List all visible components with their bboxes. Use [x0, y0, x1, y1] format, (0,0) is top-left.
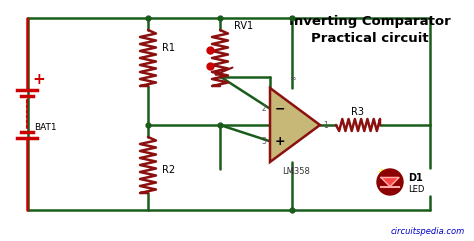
Text: 2: 2	[261, 104, 266, 113]
Text: RV1: RV1	[234, 21, 253, 31]
Polygon shape	[270, 88, 320, 162]
Text: circuitspedia.com: circuitspedia.com	[391, 227, 465, 236]
Circle shape	[377, 169, 403, 195]
Text: R2: R2	[162, 165, 175, 175]
Text: +: +	[275, 135, 285, 148]
Text: D1: D1	[408, 173, 423, 183]
Text: 3: 3	[261, 137, 266, 146]
Text: LM358: LM358	[282, 167, 310, 176]
Text: 4: 4	[290, 167, 294, 176]
Text: R1: R1	[162, 43, 175, 53]
Text: +: +	[33, 73, 46, 87]
Text: 1: 1	[323, 120, 328, 129]
Text: −: −	[275, 102, 285, 115]
Text: LED: LED	[408, 185, 424, 194]
Text: Inverting Comparator
Practical circuit: Inverting Comparator Practical circuit	[289, 15, 451, 45]
Text: R3: R3	[352, 107, 365, 117]
Text: ∞: ∞	[289, 74, 295, 83]
Polygon shape	[381, 178, 399, 187]
Text: BAT1: BAT1	[34, 123, 56, 133]
